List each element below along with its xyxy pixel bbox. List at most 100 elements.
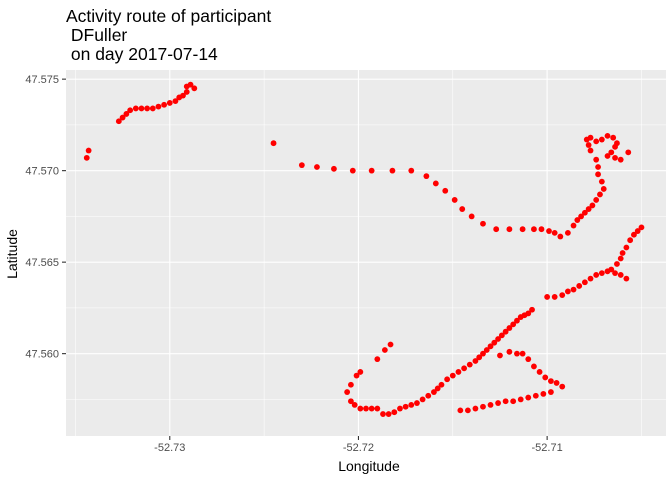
minor-gridlines: [66, 70, 666, 436]
data-point: [270, 140, 277, 147]
data-point: [589, 202, 596, 209]
data-point: [408, 401, 415, 408]
data-point: [348, 398, 354, 405]
data-point: [495, 336, 501, 342]
data-point: [540, 391, 547, 397]
data-point: [574, 217, 581, 223]
data-point: [438, 381, 445, 388]
data-point: [506, 348, 513, 355]
data-point: [127, 107, 134, 114]
data-point: [457, 407, 464, 414]
y-tick-label: 47.575: [25, 74, 59, 86]
data-point: [502, 398, 509, 405]
data-point: [487, 343, 494, 350]
data-point: [459, 206, 466, 212]
data-point: [638, 224, 645, 231]
data-point: [414, 400, 420, 406]
data-point: [517, 314, 524, 320]
data-point: [455, 369, 462, 375]
data-point: [553, 380, 560, 386]
data-point: [480, 220, 486, 227]
data-point: [570, 222, 577, 229]
data-point: [408, 167, 415, 174]
data-point: [368, 167, 375, 174]
data-point: [444, 376, 451, 383]
data-point: [461, 365, 468, 372]
data-point: [132, 105, 139, 112]
data-point: [123, 111, 130, 117]
data-point: [357, 369, 364, 375]
data-point: [149, 105, 156, 112]
x-tick-label: -52.72: [343, 442, 374, 454]
x-tick-label: -52.71: [532, 442, 563, 454]
data-point: [519, 350, 526, 357]
data-point: [551, 294, 558, 300]
data-point: [493, 226, 500, 233]
data-point: [548, 378, 554, 384]
data-point: [472, 405, 479, 412]
data-point: [614, 261, 620, 267]
data-point: [389, 167, 396, 174]
data-point: [612, 143, 618, 150]
data-point: [464, 407, 471, 414]
y-tick-label: 47.560: [25, 349, 59, 361]
data-point: [434, 385, 441, 392]
data-point: [517, 396, 524, 403]
data-point: [83, 154, 90, 161]
data-point: [191, 85, 198, 92]
data-point: [598, 136, 605, 143]
data-point: [183, 89, 190, 95]
data-point: [449, 372, 456, 379]
data-point: [593, 156, 600, 163]
data-point: [514, 317, 520, 324]
data-point: [581, 279, 588, 286]
data-point: [525, 394, 532, 401]
data-point: [576, 283, 583, 289]
data-point: [391, 409, 398, 416]
data-point: [604, 153, 611, 159]
data-point: [623, 244, 630, 251]
data-point: [557, 233, 564, 240]
data-point: [597, 191, 603, 198]
data-point: [491, 339, 498, 346]
data-point: [531, 363, 537, 370]
data-point: [587, 275, 594, 282]
data-point: [600, 186, 607, 192]
data-point: [166, 100, 173, 106]
data-point: [172, 98, 179, 105]
data-point: [536, 369, 543, 375]
data-point: [578, 213, 584, 220]
data-point: [144, 105, 151, 112]
data-point: [397, 405, 403, 412]
y-tick-label: 47.570: [25, 166, 59, 178]
data-point: [608, 149, 615, 156]
data-point: [519, 226, 526, 233]
data-point: [585, 206, 592, 212]
data-point: [542, 374, 549, 381]
data-point: [617, 255, 624, 262]
data-point: [627, 237, 634, 244]
data-point: [431, 389, 437, 395]
data-point: [353, 372, 360, 379]
x-axis: -52.73 -52.72 -52.71: [154, 436, 563, 454]
data-point: [187, 81, 194, 88]
data-point: [604, 268, 611, 275]
data-point: [581, 209, 588, 216]
data-point: [298, 162, 305, 169]
chart-title-line-2: DFuller: [66, 25, 128, 45]
data-point: [593, 138, 600, 145]
data-point: [551, 229, 558, 236]
data-point: [480, 403, 486, 410]
data-point: [432, 180, 439, 187]
data-point: [363, 405, 369, 412]
data-point: [483, 347, 490, 353]
data-point: [180, 92, 186, 99]
data-point: [498, 332, 505, 339]
data-point: [525, 356, 532, 363]
data-point: [387, 341, 394, 348]
data-point: [595, 171, 601, 178]
data-point: [604, 132, 611, 139]
data-point: [585, 142, 592, 148]
data-point: [451, 197, 458, 203]
data-point: [617, 272, 624, 278]
